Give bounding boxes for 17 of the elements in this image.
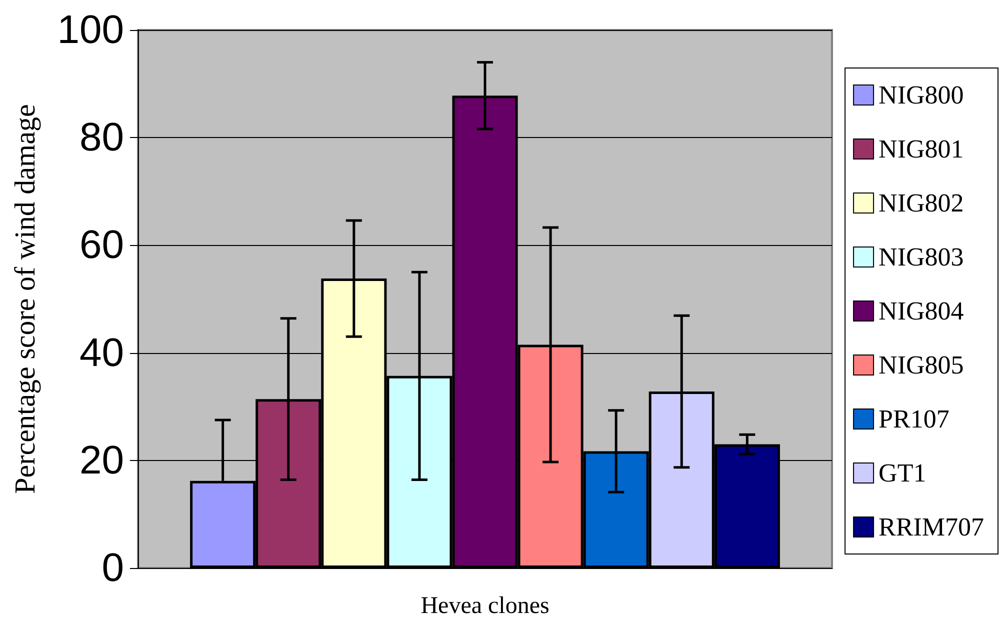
y-tick-label: 20 [80,438,124,482]
x-axis-title: Hevea clones [420,593,550,619]
legend-label: NIG801 [878,134,964,164]
legend-label: GT1 [878,458,926,488]
y-tick-label: 0 [102,546,124,590]
y-axis-title: Percentage score of wind damage [10,104,42,494]
legend-label: NIG805 [878,350,964,380]
y-tick-label: 40 [80,330,124,375]
y-tick-label: 60 [80,223,124,268]
legend-label: NIG803 [878,242,964,272]
legend-label: NIG800 [878,80,964,110]
y-tick-label: 100 [57,8,124,52]
legend-label: PR107 [878,404,950,434]
legend-label: NIG804 [878,296,964,326]
legend-label: NIG802 [878,188,964,218]
legend-label: RRIM707 [878,512,984,542]
y-tick-label: 80 [80,116,124,160]
